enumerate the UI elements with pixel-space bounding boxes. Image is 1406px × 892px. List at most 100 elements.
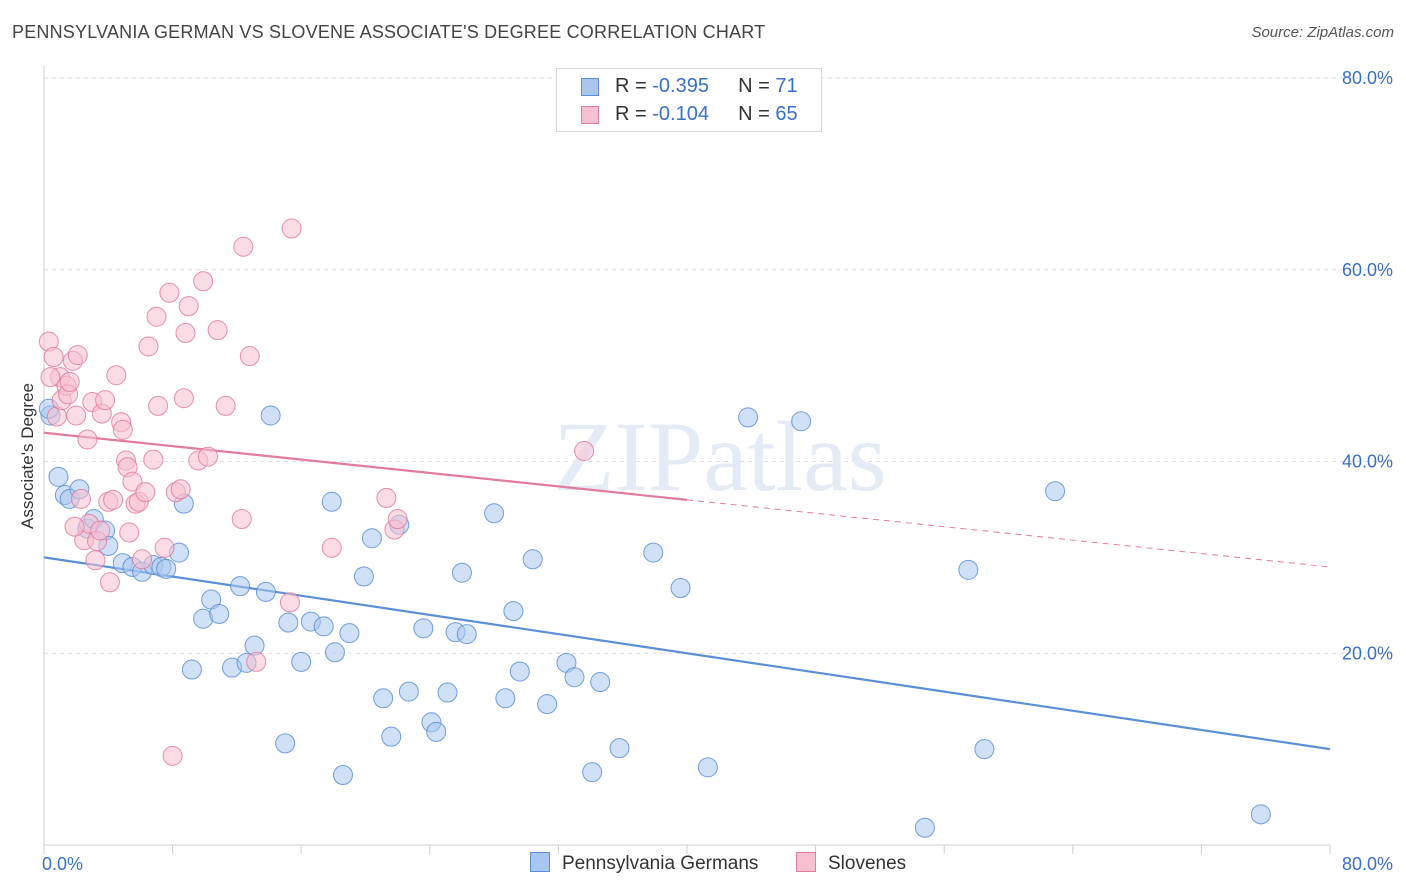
slovene-point <box>99 572 120 593</box>
bottom-legend-label: Slovenes <box>828 853 907 874</box>
pennsylvania-german-point <box>503 601 524 622</box>
pennsylvania-german-point <box>643 542 664 563</box>
slovene-point <box>66 405 87 426</box>
slovene-point <box>239 346 260 367</box>
pennsylvania-german-point <box>437 682 458 703</box>
slovene-point <box>119 522 140 543</box>
legend-n-value: 71 <box>775 75 798 97</box>
legend-r-value: -0.395 <box>652 75 709 97</box>
slovene-point <box>70 488 91 509</box>
x-tick-label: 0.0% <box>42 854 83 874</box>
y-tick-label: 80.0% <box>1342 68 1393 88</box>
bottom-legend-pennsylvania-germans: Pennsylvania Germans <box>530 852 758 875</box>
pennsylvania-german-point <box>373 688 394 709</box>
slovene-point <box>43 346 64 367</box>
slovene-point <box>207 320 228 341</box>
slovene-point <box>387 509 408 530</box>
pennsylvania-german-point <box>381 726 402 747</box>
data-points <box>38 218 1271 838</box>
slovene-point <box>281 218 302 239</box>
bottom-legend-swatch-pink <box>796 852 816 872</box>
legend-swatch-blue <box>581 78 599 96</box>
pennsylvania-german-point <box>590 672 611 693</box>
slovene-point <box>77 429 98 450</box>
source-label: Source: ZipAtlas.com <box>1251 24 1394 41</box>
legend-swatch-pink <box>581 106 599 124</box>
pennsylvania-german-point <box>230 576 251 597</box>
legend-n-label: N = <box>738 75 776 97</box>
slovene-point <box>193 271 214 292</box>
slovene-trend-line-extension <box>686 499 1331 568</box>
pennsylvania-german-point <box>522 549 543 570</box>
pennsylvania-german-point <box>181 659 202 680</box>
pennsylvania-german-point <box>484 503 505 524</box>
slovene-point <box>59 371 80 392</box>
slovene-point <box>112 419 133 440</box>
pennsylvania-german-point <box>697 757 718 778</box>
slovene-point <box>40 367 61 388</box>
pennsylvania-german-point <box>278 612 299 633</box>
pennsylvania-german-point <box>1250 804 1271 825</box>
pennsylvania-german-point <box>361 528 382 549</box>
slovene-point <box>321 537 342 558</box>
watermark: ZIPatlas <box>553 401 886 512</box>
pennsylvania-german-point <box>324 642 345 663</box>
slovene-point <box>215 395 236 416</box>
slovene-point <box>85 550 106 571</box>
legend-n-value: 65 <box>775 103 798 125</box>
pennsylvania-german-point <box>974 739 995 760</box>
stats-legend: R = -0.395 N = 71 R = -0.104 N = 65 <box>556 68 822 132</box>
slovene-point <box>90 520 111 541</box>
pennsylvania-german-point <box>426 721 447 742</box>
slovene-point <box>162 745 183 766</box>
slovene-point <box>197 446 218 467</box>
slovene-point <box>574 440 595 461</box>
pennsylvania-german-point <box>609 738 630 759</box>
pennsylvania-german-point <box>413 618 434 639</box>
y-tick-label: 60.0% <box>1342 260 1393 280</box>
slovene-point <box>138 336 159 357</box>
pennsylvania-german-point <box>495 688 516 709</box>
pennsylvania-german-point <box>914 817 935 838</box>
y-tick-label: 40.0% <box>1342 452 1393 472</box>
pennsylvania-german-point <box>339 623 360 644</box>
slovene-point <box>159 282 180 303</box>
pennsylvania-german-point <box>291 651 312 672</box>
slovene-trend-line <box>43 431 688 501</box>
pennsylvania-german-point <box>321 491 342 512</box>
axes <box>43 66 1331 854</box>
bottom-legend-swatch-blue <box>530 852 550 872</box>
pennsylvania-german-point <box>738 407 759 428</box>
pennsylvania-german-point <box>353 566 374 587</box>
legend-r-value: -0.104 <box>652 103 709 125</box>
pennsylvania-german-point <box>332 765 353 786</box>
pennsylvania-german-point <box>398 681 419 702</box>
bottom-legend-slovenes: Slovenes <box>796 852 906 875</box>
legend-n-label: N = <box>738 103 776 125</box>
slovene-point <box>146 306 167 327</box>
slovene-point <box>103 489 124 510</box>
pennsylvania-german-point <box>509 661 530 682</box>
pennsylvania-german-point <box>255 581 276 602</box>
legend-r-label: R = <box>615 103 653 125</box>
slovene-point <box>233 236 254 257</box>
pennsylvania-german-point <box>537 694 558 715</box>
pennsylvania-german-point <box>582 762 603 783</box>
pennsylvania-german-point <box>1045 481 1066 502</box>
pennsylvania-german-point <box>451 562 472 583</box>
pennsylvania-german-point <box>670 578 691 599</box>
slovene-point <box>95 390 116 411</box>
slovene-point <box>175 323 196 344</box>
pennsylvania-german-point <box>209 603 230 624</box>
gridlines <box>44 77 1395 654</box>
slovene-point <box>67 345 88 366</box>
slovene-point <box>178 296 199 317</box>
slovene-point <box>170 479 191 500</box>
legend-r-label: R = <box>615 75 653 97</box>
bottom-legend-label: Pennsylvania Germans <box>562 853 759 874</box>
slovene-point <box>231 509 252 530</box>
pennsylvania-german-point <box>48 466 69 487</box>
slovene-point <box>376 487 397 508</box>
slovene-point <box>132 549 153 570</box>
